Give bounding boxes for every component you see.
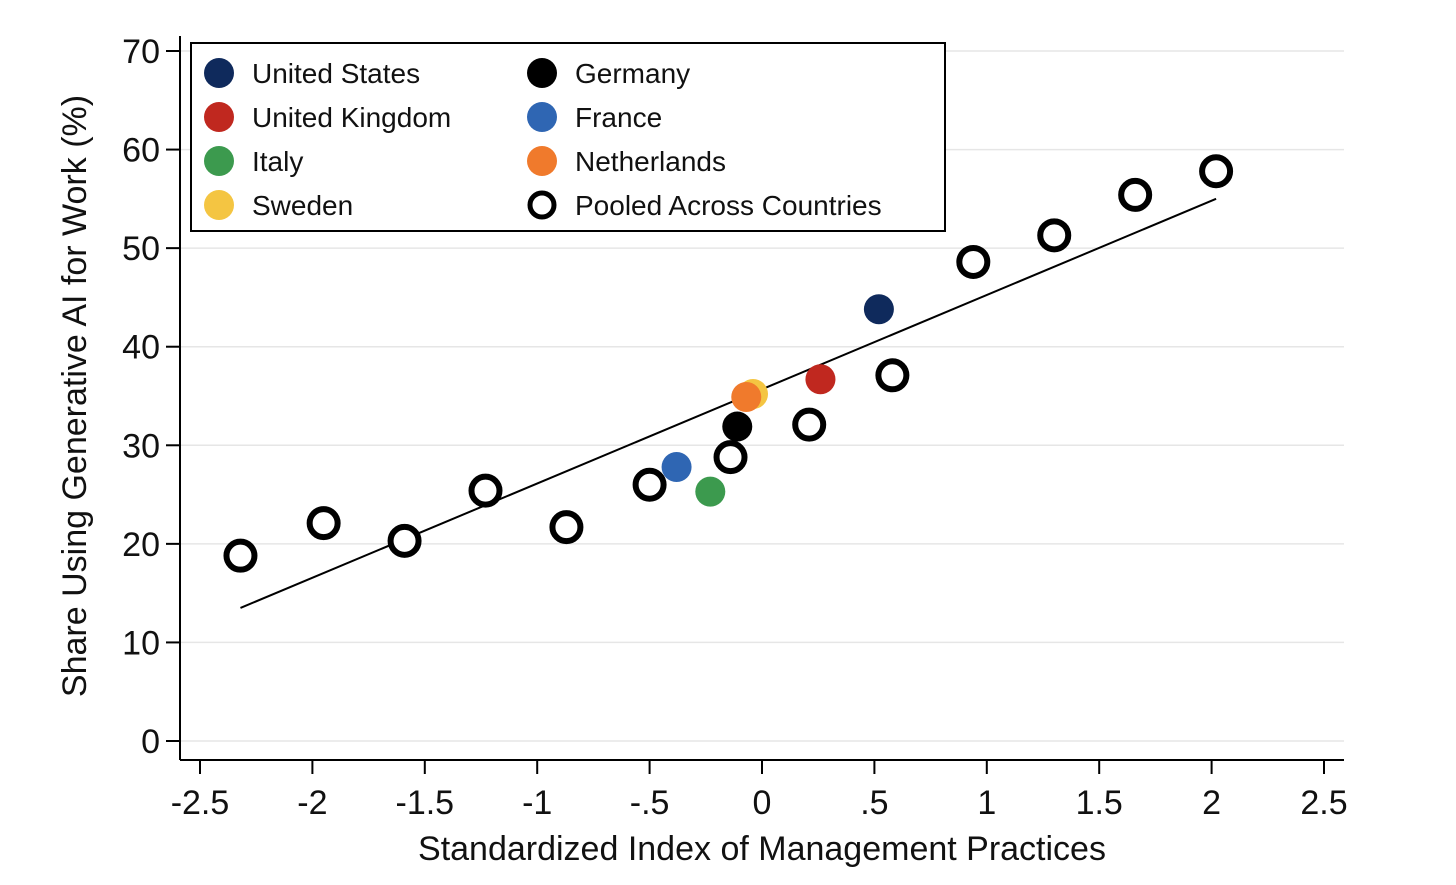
point-pooled-across-countries bbox=[223, 538, 258, 573]
point-united-states bbox=[863, 294, 894, 325]
legend-label-germany: Germany bbox=[575, 58, 690, 89]
x-tick-label: -2.5 bbox=[171, 784, 230, 822]
x-tick-label: -1.5 bbox=[396, 784, 455, 822]
point-pooled-across-countries bbox=[468, 473, 503, 508]
point-pooled-across-countries bbox=[1118, 177, 1153, 212]
legend-label-sweden: Sweden bbox=[252, 190, 353, 221]
x-tick-label: 2 bbox=[1202, 784, 1221, 822]
point-pooled-across-countries bbox=[632, 467, 667, 502]
x-tick-label: -2 bbox=[297, 784, 327, 822]
x-axis-title: Standardized Index of Management Practic… bbox=[418, 830, 1106, 868]
x-tick-label: .5 bbox=[860, 784, 888, 822]
point-pooled-across-countries bbox=[875, 358, 910, 393]
point-pooled-across-countries bbox=[306, 506, 341, 541]
x-tick-label: 1.5 bbox=[1076, 784, 1123, 822]
x-tick-label: -1 bbox=[522, 784, 552, 822]
legend-marker-united-states bbox=[204, 58, 234, 88]
y-tick-label: 10 bbox=[122, 624, 160, 662]
y-tick-label: 70 bbox=[122, 33, 160, 71]
legend-marker-sweden bbox=[204, 190, 234, 220]
y-tick-label: 50 bbox=[122, 230, 160, 268]
legend-marker-italy bbox=[204, 146, 234, 176]
point-united-kingdom bbox=[805, 364, 836, 395]
legend: United States United Kingdom Italy Sweden Ge… bbox=[190, 42, 946, 232]
fit-line bbox=[240, 197, 1217, 609]
point-france bbox=[661, 451, 692, 482]
y-tick-label: 20 bbox=[122, 526, 160, 564]
legend-label-netherlands: Netherlands bbox=[575, 146, 726, 177]
fit-line-layer bbox=[240, 197, 1217, 609]
x-tick-label: 0 bbox=[753, 784, 772, 822]
point-pooled-across-countries bbox=[792, 407, 827, 442]
point-pooled-across-countries bbox=[1199, 154, 1234, 189]
data-points bbox=[223, 154, 1234, 573]
legend-box bbox=[190, 42, 946, 232]
x-tick-label: -.5 bbox=[630, 784, 670, 822]
point-pooled-across-countries bbox=[549, 510, 584, 545]
y-tick-label: 30 bbox=[122, 427, 160, 465]
legend-marker-germany bbox=[527, 58, 557, 88]
x-tick-label: 2.5 bbox=[1300, 784, 1347, 822]
y-tick-label: 40 bbox=[122, 329, 160, 367]
point-pooled-across-countries bbox=[713, 440, 748, 475]
legend-marker-netherlands bbox=[527, 146, 557, 176]
legend-label-france: France bbox=[575, 102, 662, 133]
legend-label-italy: Italy bbox=[252, 146, 303, 177]
point-pooled-across-countries bbox=[956, 244, 991, 279]
legend-marker-pooled-across-countries bbox=[527, 190, 557, 220]
point-pooled-across-countries bbox=[387, 523, 422, 558]
axes: 0 10 20 30 40 50 60 70 -2.5 -2 -1.5 -1 -.5 0 .5 1 1.5 2 2.… bbox=[122, 33, 1347, 822]
point-pooled-across-countries bbox=[1037, 218, 1072, 253]
y-axis-title: Share Using Generative AI for Work (%) bbox=[56, 95, 94, 697]
x-tick-label: 1 bbox=[977, 784, 996, 822]
y-tick-label: 0 bbox=[141, 723, 160, 761]
legend-label-pooled-across-countries: Pooled Across Countries bbox=[575, 190, 882, 221]
legend-marker-united-kingdom bbox=[204, 102, 234, 132]
y-tick-label: 60 bbox=[122, 132, 160, 170]
point-germany bbox=[722, 411, 753, 442]
legend-label-united-kingdom: United Kingdom bbox=[252, 102, 451, 133]
point-netherlands bbox=[731, 381, 762, 412]
legend-label-united-states: United States bbox=[252, 58, 420, 89]
legend-marker-france bbox=[527, 102, 557, 132]
point-italy bbox=[695, 476, 726, 507]
